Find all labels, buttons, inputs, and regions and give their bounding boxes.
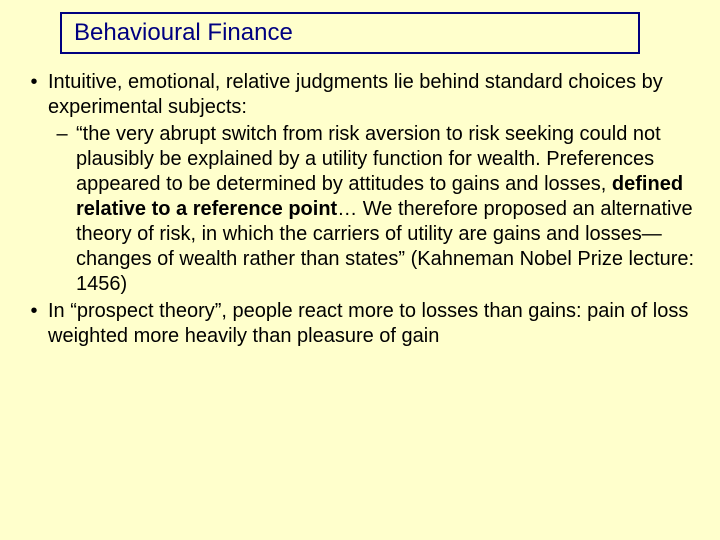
bullet-text-sub: “the very abrupt switch from risk aversi…: [76, 122, 700, 297]
bullet-item: • In “prospect theory”, people react mor…: [20, 299, 700, 349]
slide-title: Behavioural Finance: [74, 19, 293, 47]
title-box: Behavioural Finance: [60, 12, 640, 54]
quote-pre: “the very abrupt switch from risk aversi…: [76, 123, 661, 195]
bullet-marker: •: [20, 70, 48, 120]
bullet-item-sub: – “the very abrupt switch from risk aver…: [48, 122, 700, 297]
bullet-text: In “prospect theory”, people react more …: [48, 299, 700, 349]
bullet-text: Intuitive, emotional, relative judgments…: [48, 70, 700, 120]
slide-content: • Intuitive, emotional, relative judgmen…: [20, 70, 700, 351]
bullet-marker-sub: –: [48, 122, 76, 297]
bullet-item: • Intuitive, emotional, relative judgmen…: [20, 70, 700, 120]
bullet-marker: •: [20, 299, 48, 349]
